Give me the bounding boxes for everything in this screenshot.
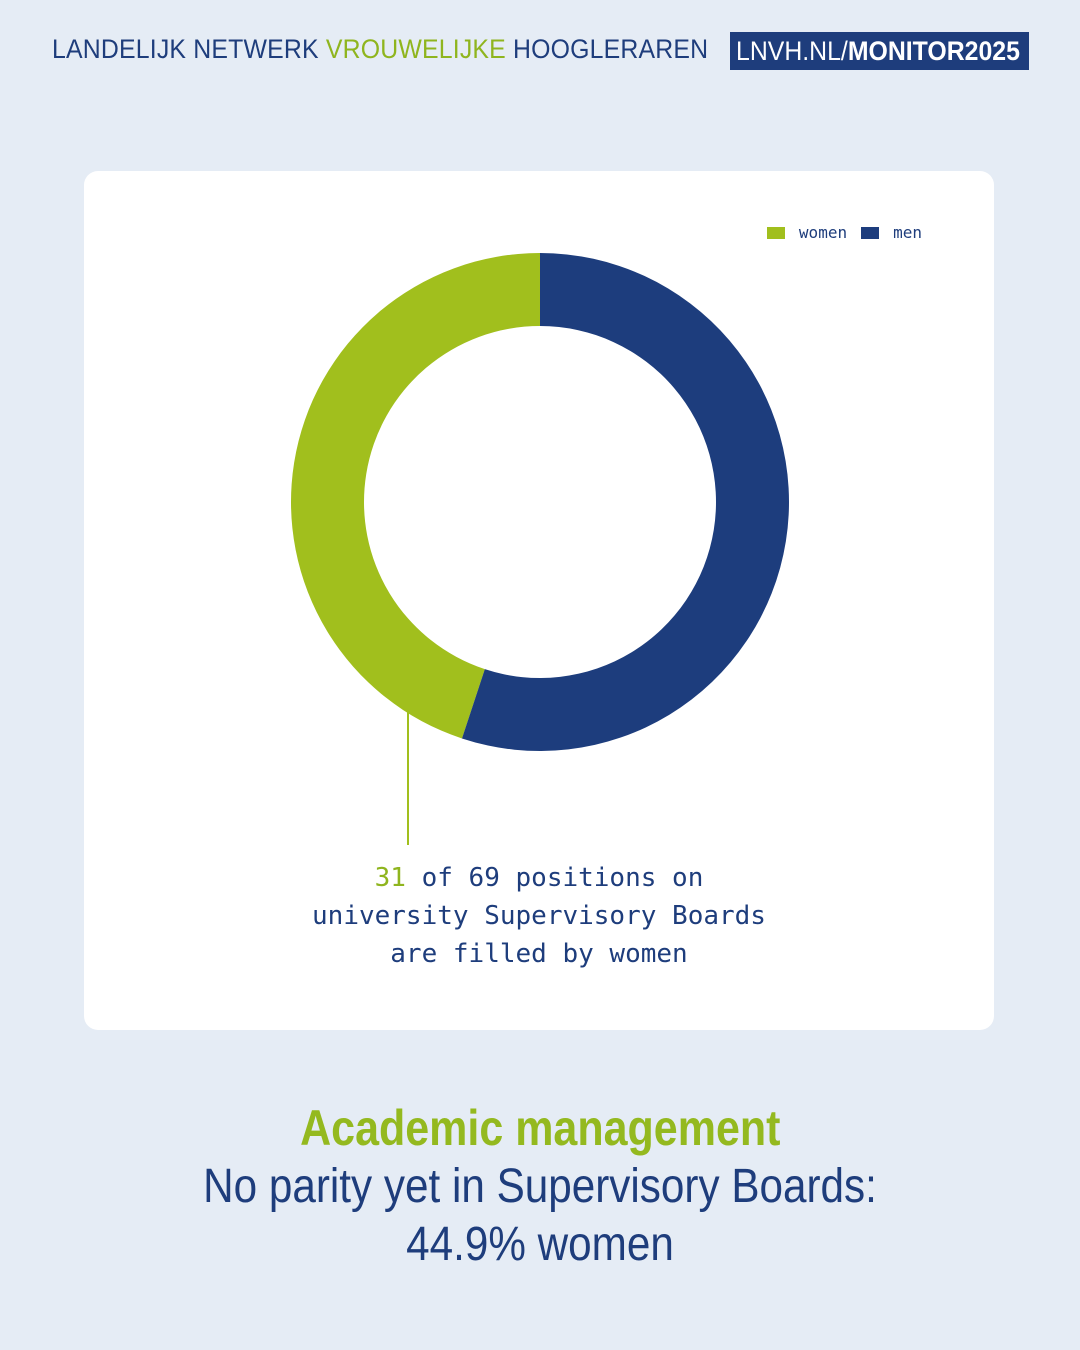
legend-item-women: women: [766, 223, 848, 242]
donut-slice-men: [461, 253, 790, 752]
monitor-url-badge[interactable]: LNVH.NL/MONITOR2025: [730, 32, 1029, 70]
network-name-part1: LANDELIJK NETWERK: [52, 34, 326, 64]
annotation-highlight-count: 31: [374, 863, 406, 893]
legend-swatch-men: [861, 226, 880, 239]
chart-legend: women men: [753, 223, 922, 242]
chart-card: women men 31 of 69 positions on universi…: [84, 171, 994, 1030]
annotation-line-3: are filled by women: [390, 939, 688, 969]
network-name-part3: HOOGLERAREN: [505, 34, 709, 64]
legend-swatch-women: [766, 226, 785, 239]
caption-line-1: No parity yet in Supervisory Boards:: [203, 1160, 877, 1213]
caption: Academic management No parity yet in Sup…: [0, 1098, 1080, 1274]
donut-slice-women: [291, 253, 540, 739]
caption-title: Academic management: [299, 1100, 781, 1156]
annotation-line-1: 31 of 69 positions on: [84, 859, 994, 897]
legend-label-men: men: [893, 223, 922, 242]
url-path: MONITOR2025: [847, 36, 1020, 66]
annotation-line-2: university Supervisory Boards: [312, 901, 766, 931]
legend-item-men: men: [861, 223, 922, 242]
legend-label-women: women: [798, 223, 848, 242]
url-domain: LNVH.NL/: [736, 36, 848, 66]
donut-chart: [291, 253, 790, 845]
network-name-accent: VROUWELIJKE: [325, 34, 506, 64]
caption-line-2: 44.9% women: [406, 1218, 674, 1271]
chart-annotation: 31 of 69 positions on university Supervi…: [84, 859, 994, 973]
network-name: LANDELIJK NETWERK VROUWELIJKE HOOGLERARE…: [52, 34, 708, 65]
annotation-line-1-rest: of 69 positions on: [405, 863, 704, 893]
